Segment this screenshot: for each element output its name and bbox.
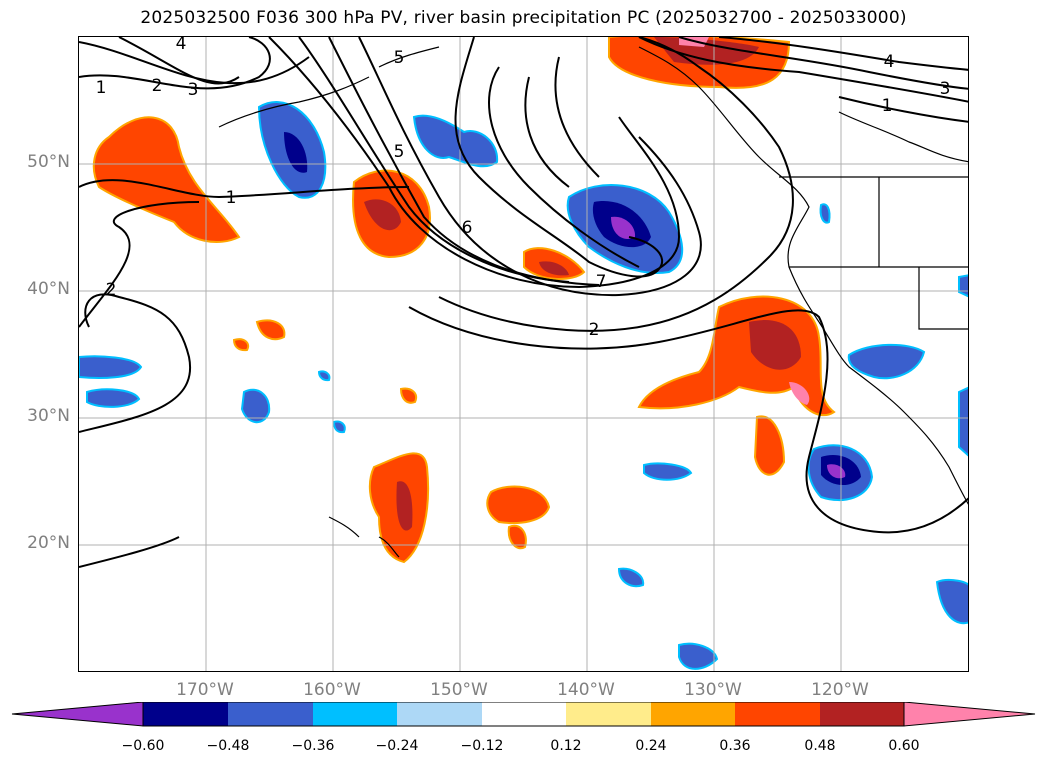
colorbar-extend-high: [903, 702, 1036, 727]
colorbar-segment: [228, 702, 313, 726]
contour-label: 2: [589, 320, 600, 340]
colorbar-tick: −0.24: [375, 738, 419, 754]
colorbar-tick: −0.12: [460, 738, 504, 754]
contour-label: 1: [96, 78, 107, 98]
lat-label-40n: 40°N: [27, 279, 70, 299]
precip-negative-region: [240, 388, 271, 424]
precip-negative-region: [617, 567, 645, 588]
positive-precip-areas: [92, 37, 836, 564]
contour-label: 4: [176, 37, 187, 54]
pv-contours: [79, 37, 968, 568]
contour-labels: 4 1 2 3 5 1 6 7 2 2 4 3 1 5: [96, 37, 951, 340]
colorbar-tick: 0.60: [888, 738, 920, 754]
colorbar-tick: −0.36: [291, 738, 335, 754]
coastlines: [218, 46, 968, 558]
colorbar-segment: [735, 702, 820, 726]
precip-negative-region: [958, 274, 968, 298]
precip-positive-region: [486, 485, 551, 525]
lat-label-30n: 30°N: [27, 406, 70, 426]
colorbar-tick: 0.48: [804, 738, 836, 754]
contour-label: 1: [882, 96, 893, 116]
contour-label: 5: [394, 48, 405, 68]
precip-positive-region: [255, 319, 286, 341]
precip-negative-region: [958, 386, 968, 457]
contour-label: 2: [152, 76, 163, 96]
contour-label: 1: [226, 188, 237, 208]
colorbar-tick: −0.60: [121, 738, 165, 754]
precip-negative-region: [847, 343, 926, 380]
contour-label: 4: [884, 52, 895, 72]
colorbar-tick: 0.24: [635, 738, 667, 754]
lon-label-130w: 130°W: [684, 680, 742, 700]
precip-positive-region: [753, 415, 786, 476]
contour-label: 7: [596, 272, 607, 292]
colorbar-tick: 0.36: [719, 738, 751, 754]
contour-label: 6: [462, 218, 473, 238]
contour-label: 3: [940, 79, 951, 99]
colorbar-extend-low: [11, 702, 144, 727]
colorbar: [11, 702, 1036, 727]
negative-precip-areas: [79, 101, 968, 670]
precip-negative-region: [86, 388, 141, 408]
graticule: [79, 37, 968, 671]
colorbar-tick: 0.12: [550, 738, 582, 754]
lon-label-150w: 150°W: [430, 680, 488, 700]
colorbar-segment: [313, 702, 397, 726]
colorbar-segment: [482, 702, 566, 726]
precip-negative-region: [678, 642, 719, 670]
lon-label-170w: 170°W: [176, 680, 234, 700]
precip-negative-region: [819, 203, 831, 224]
lon-label-140w: 140°W: [557, 680, 615, 700]
colorbar-segment: [820, 702, 904, 726]
colorbar-segment: [566, 702, 651, 726]
precip-positive-region: [399, 387, 417, 404]
map-title: 2025032500 F036 300 hPa PV, river basin …: [140, 8, 907, 28]
lat-label-50n: 50°N: [27, 152, 70, 172]
contour-label: 5: [394, 142, 405, 162]
precip-positive-region: [92, 116, 241, 243]
precip-negative-region: [412, 114, 499, 168]
lat-label-20n: 20°N: [27, 533, 70, 553]
colorbar-segment: [651, 702, 735, 726]
map-canvas: 4 1 2 3 5 1 6 7 2 2 4 3 1 5: [79, 37, 968, 671]
colorbar-tick: −0.48: [206, 738, 250, 754]
precip-negative-region: [643, 462, 693, 481]
precip-negative-region: [935, 578, 968, 625]
map-panel: 4 1 2 3 5 1 6 7 2 2 4 3 1 5: [78, 36, 969, 672]
precip-positive-region: [507, 524, 527, 550]
colorbar-segment: [397, 702, 482, 726]
contour-label: 2: [106, 280, 117, 300]
colorbar-segment: [143, 702, 228, 726]
contour-label: 3: [188, 80, 199, 100]
lon-label-120w: 120°W: [811, 680, 869, 700]
precip-positive-region: [232, 338, 250, 352]
precip-negative-region: [79, 355, 143, 379]
lon-label-160w: 160°W: [303, 680, 361, 700]
